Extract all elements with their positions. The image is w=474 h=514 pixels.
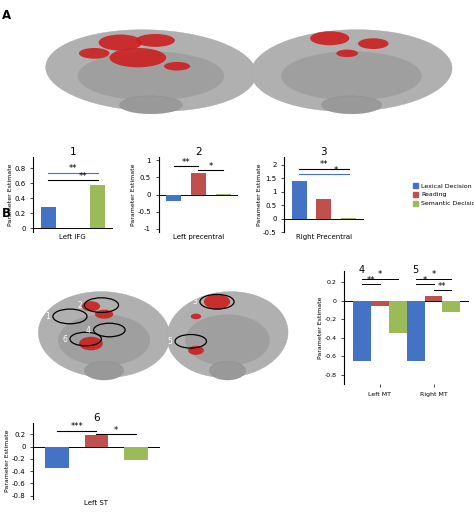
Bar [353,301,371,361]
Bar [90,185,105,229]
Legend: Lexical Decision, Reading, Semantic Decision: Lexical Decision, Reading, Semantic Deci… [413,183,474,206]
Bar [425,296,442,301]
Ellipse shape [358,38,389,49]
Text: 6: 6 [63,335,67,343]
Text: 2: 2 [77,301,82,309]
Y-axis label: Parameter Estimate: Parameter Estimate [318,297,323,359]
Ellipse shape [46,30,256,112]
Ellipse shape [185,315,270,366]
Bar [317,199,331,219]
Text: All tasks > Baseline: All tasks > Baseline [200,13,303,24]
Text: **: ** [182,158,190,167]
Title: 1: 1 [70,147,76,157]
Title: 2: 2 [195,147,202,157]
Text: 3: 3 [192,297,197,306]
Y-axis label: Parameter Estimate: Parameter Estimate [8,163,13,226]
Ellipse shape [281,51,422,100]
Ellipse shape [82,301,100,311]
Text: ***: *** [70,423,83,431]
Ellipse shape [78,51,224,100]
Text: 5: 5 [412,265,419,275]
Text: Task effects: Task effects [134,274,195,285]
Bar [124,447,148,460]
Text: *: * [114,426,118,435]
Bar [341,218,356,219]
Text: B: B [2,207,11,220]
Y-axis label: Parameter Estimate: Parameter Estimate [256,163,262,226]
Ellipse shape [336,49,358,57]
Bar [292,181,307,219]
Text: **: ** [79,172,87,181]
Bar [166,195,181,201]
Text: 5: 5 [167,337,173,346]
Bar [45,447,69,468]
Ellipse shape [58,315,150,366]
Ellipse shape [204,295,230,309]
Text: *: * [422,276,427,285]
Text: L: L [41,373,46,382]
Bar [216,194,231,195]
Ellipse shape [321,96,382,114]
Bar [389,301,407,333]
Text: *: * [334,166,338,175]
Y-axis label: Parameter Estimate: Parameter Estimate [5,430,10,492]
Ellipse shape [210,361,246,380]
Text: *: * [209,161,213,171]
Text: *: * [378,270,382,279]
Text: R: R [283,373,288,382]
Ellipse shape [191,314,201,319]
Text: **: ** [319,160,328,170]
Text: A: A [2,9,11,22]
Text: 4: 4 [359,265,365,275]
Bar [84,435,108,447]
Ellipse shape [99,34,142,51]
Text: **: ** [69,164,77,173]
Ellipse shape [164,62,190,70]
Bar [191,173,206,195]
Text: *: * [431,270,436,279]
Ellipse shape [79,337,103,351]
X-axis label: Left precentral: Left precentral [173,234,224,240]
Text: **: ** [438,282,447,290]
Title: 3: 3 [320,147,327,157]
Ellipse shape [136,34,175,47]
Ellipse shape [79,48,109,59]
Bar [442,301,460,312]
X-axis label: Left IFG: Left IFG [60,234,86,240]
Bar [407,301,425,361]
X-axis label: Left ST: Left ST [84,500,109,506]
Bar [41,207,55,229]
Ellipse shape [310,31,349,45]
Ellipse shape [84,361,124,380]
Ellipse shape [95,309,113,319]
Text: 1: 1 [46,312,50,321]
Title: 6: 6 [93,413,100,423]
Ellipse shape [109,48,166,67]
Ellipse shape [38,291,170,377]
Text: 4: 4 [86,325,91,335]
Y-axis label: Parameter Estimate: Parameter Estimate [131,163,136,226]
Ellipse shape [167,291,288,377]
Bar [371,301,389,305]
Ellipse shape [251,30,452,112]
Ellipse shape [119,96,182,114]
Ellipse shape [188,346,204,355]
X-axis label: Right Precentral: Right Precentral [296,234,352,240]
Text: **: ** [367,276,375,285]
